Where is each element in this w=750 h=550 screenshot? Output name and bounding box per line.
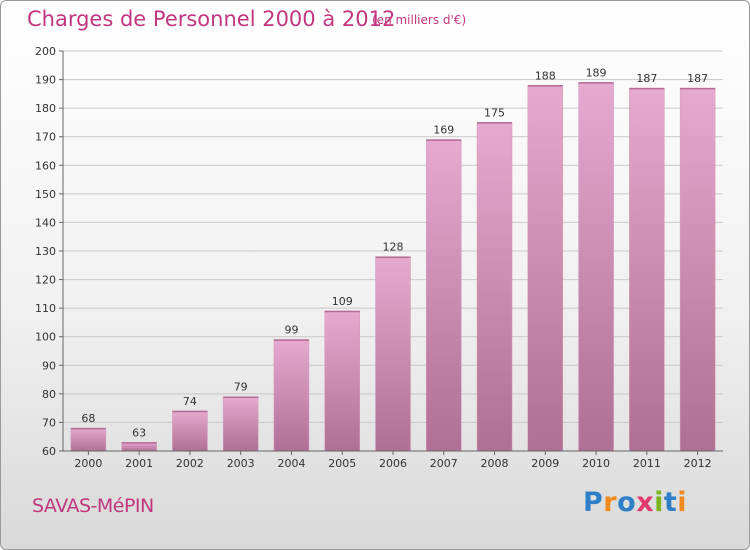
data-label: 187 <box>687 72 708 85</box>
data-label: 99 <box>284 324 298 337</box>
y-tick-label: 100 <box>35 331 56 344</box>
y-tick-label: 80 <box>42 388 56 401</box>
logo-letter: x <box>636 487 655 518</box>
data-label: 109 <box>332 295 353 308</box>
data-label: 169 <box>433 124 454 137</box>
y-tick-label: 140 <box>35 216 56 229</box>
x-tick-label: 2006 <box>379 457 407 470</box>
x-tick-label: 2009 <box>531 457 559 470</box>
x-tick-label: 2008 <box>481 457 509 470</box>
bar <box>426 139 462 452</box>
y-tick-label: 70 <box>42 416 56 429</box>
y-tick-label: 200 <box>35 45 56 58</box>
x-tick-label: 2003 <box>227 457 255 470</box>
bar <box>375 256 411 452</box>
data-label: 68 <box>81 412 95 425</box>
x-tick-label: 2007 <box>430 457 458 470</box>
chart-subtitle: (en milliers d'€) <box>372 13 467 27</box>
x-tick-label: 2002 <box>176 457 204 470</box>
bar <box>629 87 665 452</box>
place-name: SAVAS-MéPIN <box>32 495 154 517</box>
bar <box>273 339 310 452</box>
data-label: 63 <box>132 426 146 439</box>
bar <box>527 85 564 452</box>
proxiti-logo: Proxiti <box>583 487 687 518</box>
bar <box>324 310 360 452</box>
bar <box>679 87 716 452</box>
chart-title: Charges de Personnel 2000 à 2012 <box>27 7 396 31</box>
y-tick-label: 130 <box>35 245 56 258</box>
x-tick-label: 2005 <box>328 457 356 470</box>
y-tick-label: 180 <box>35 102 56 115</box>
bar <box>222 396 259 452</box>
y-tick-label: 60 <box>42 445 56 458</box>
y-tick-label: 120 <box>35 274 56 287</box>
bar <box>476 122 513 452</box>
logo-letter: i <box>654 487 664 518</box>
logo-letter: P <box>583 487 604 518</box>
logo-letter: t <box>663 487 678 518</box>
logo-letter: r <box>603 487 618 518</box>
x-tick-label: 2012 <box>684 457 712 470</box>
x-tick-label: 2011 <box>633 457 661 470</box>
logo-letter: o <box>617 487 637 518</box>
y-tick-label: 160 <box>35 159 56 172</box>
bar <box>121 442 157 452</box>
data-label: 128 <box>383 241 404 254</box>
x-tick-label: 2004 <box>277 457 305 470</box>
data-label: 188 <box>535 69 556 82</box>
logo-letter: i <box>677 487 688 518</box>
y-tick-label: 190 <box>35 74 56 87</box>
data-label: 74 <box>183 395 197 408</box>
bar <box>172 410 208 452</box>
data-label: 79 <box>234 381 248 394</box>
y-tick-label: 170 <box>35 131 56 144</box>
data-label: 187 <box>636 72 657 85</box>
bar <box>70 427 107 452</box>
x-tick-label: 2001 <box>125 457 153 470</box>
bar <box>578 82 614 452</box>
data-label: 189 <box>586 66 607 79</box>
y-tick-label: 90 <box>42 359 56 372</box>
data-label: 175 <box>484 106 505 119</box>
x-tick-label: 2000 <box>74 457 102 470</box>
y-tick-label: 110 <box>35 302 56 315</box>
x-tick-label: 2010 <box>582 457 610 470</box>
y-tick-label: 150 <box>35 188 56 201</box>
